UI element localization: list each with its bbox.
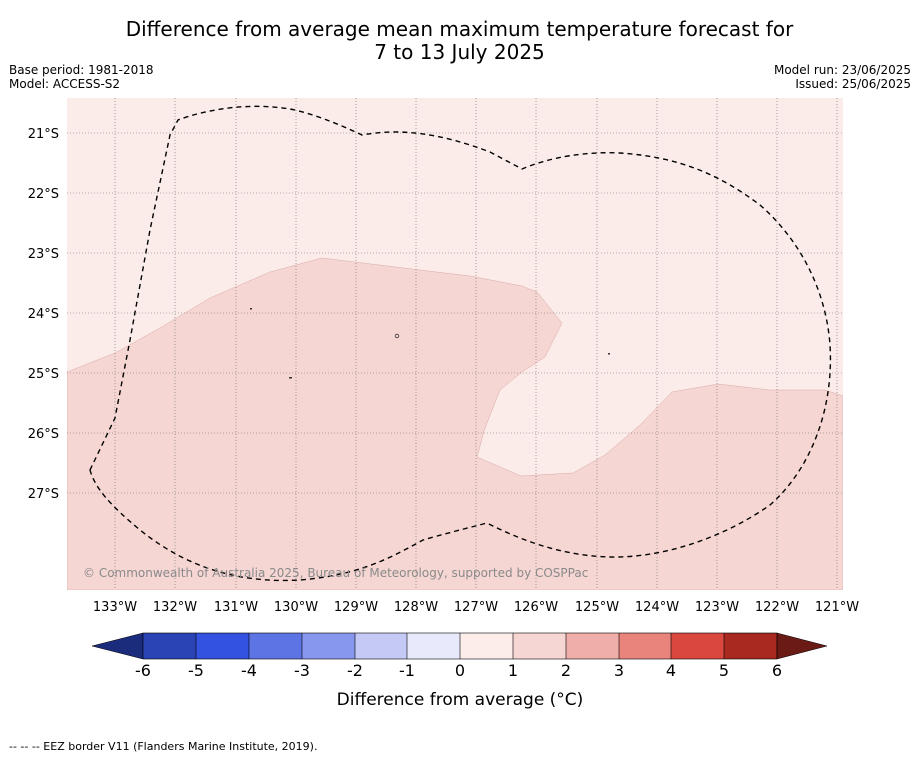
lon-label: 133°W <box>93 600 137 615</box>
colorbar-bin <box>196 633 249 659</box>
issued-date: Issued: 25/06/2025 <box>795 77 911 91</box>
model-run: Model run: 23/06/2025 <box>773 63 911 77</box>
map-copyright: © Commonwealth of Australia 2025, Bureau… <box>83 566 588 580</box>
colorbar-bin <box>671 633 724 659</box>
colorbar-tick-label: -2 <box>347 661 363 680</box>
model-name: Model: ACCESS-S2 <box>9 77 121 91</box>
colorbar-bin <box>619 633 671 659</box>
lon-label: 129°W <box>334 600 378 615</box>
lon-label: 128°W <box>394 600 438 615</box>
colorbar-extend-low <box>91 632 144 660</box>
colorbar-tick-label: -3 <box>294 661 310 680</box>
lon-label: 131°W <box>214 600 258 615</box>
colorbar-tick-label: -1 <box>399 661 415 680</box>
eez-legend-note: -- -- -- EEZ border V11 (Flanders Marine… <box>9 740 318 753</box>
colorbar-bin <box>724 633 777 659</box>
lat-label: 24°S <box>28 307 59 322</box>
colorbar-bin <box>355 633 407 659</box>
islands <box>250 308 610 379</box>
lat-label: 23°S <box>28 247 59 262</box>
colorbar-title: Difference from average (°C) <box>337 690 584 710</box>
lon-label: 125°W <box>575 600 619 615</box>
meta-right: Model run: 23/06/2025 Issued: 25/06/2025 <box>774 63 911 91</box>
lat-label: 26°S <box>28 427 59 442</box>
colorbar-extend-high <box>776 632 828 660</box>
lon-label: 130°W <box>274 600 318 615</box>
title-line-1: Difference from average mean maximum tem… <box>125 17 794 41</box>
grid-lines <box>67 98 843 590</box>
colorbar-bin <box>460 633 513 659</box>
lon-label: 121°W <box>815 600 859 615</box>
colorbar-bin <box>407 633 460 659</box>
anomaly-band-1-to-2 <box>67 257 843 590</box>
colorbar-tick-label: 2 <box>561 661 571 680</box>
lon-label: 126°W <box>514 600 558 615</box>
colorbar-bin <box>249 633 302 659</box>
lon-label: 123°W <box>695 600 739 615</box>
map-panel: © Commonwealth of Australia 2025, Bureau… <box>67 98 843 590</box>
colorbar-tick-label: 0 <box>455 661 465 680</box>
lon-label: 127°W <box>454 600 498 615</box>
title-line-2: 7 to 13 July 2025 <box>374 40 545 64</box>
lat-label: 27°S <box>28 487 59 502</box>
lat-labels: 21°S 22°S 23°S 24°S 25°S 26°S 27°S <box>28 127 59 502</box>
colorbar-tick-label: -6 <box>135 661 151 680</box>
lon-label: 124°W <box>635 600 679 615</box>
lon-label: 122°W <box>755 600 799 615</box>
colorbar-bin <box>566 633 619 659</box>
lat-label: 21°S <box>28 127 59 142</box>
colorbar-tick-label: 1 <box>508 661 518 680</box>
eez-border <box>89 105 832 582</box>
base-period: Base period: 1981-2018 <box>9 63 154 77</box>
colorbar-tick-label: -4 <box>241 661 257 680</box>
lon-labels: 133°W 132°W 131°W 130°W 129°W 128°W 127°… <box>93 600 859 615</box>
colorbar: -6 -5 -4 -3 -2 -1 0 1 2 3 4 5 6 Differen… <box>91 632 828 710</box>
colorbar-bin <box>513 633 566 659</box>
meta-left: Base period: 1981-2018 Model: ACCESS-S2 <box>9 63 154 91</box>
lon-label: 132°W <box>153 600 197 615</box>
colorbar-bin <box>143 633 196 659</box>
lat-label: 22°S <box>28 187 59 202</box>
colorbar-tick-label: 5 <box>719 661 729 680</box>
lat-label: 25°S <box>28 367 59 382</box>
colorbar-tick-label: 6 <box>772 661 782 680</box>
colorbar-tick-label: 3 <box>614 661 624 680</box>
colorbar-tick-label: -5 <box>188 661 204 680</box>
colorbar-tick-label: 4 <box>666 661 676 680</box>
colorbar-bin <box>302 633 355 659</box>
chart-title: Difference from average mean maximum tem… <box>0 18 919 64</box>
